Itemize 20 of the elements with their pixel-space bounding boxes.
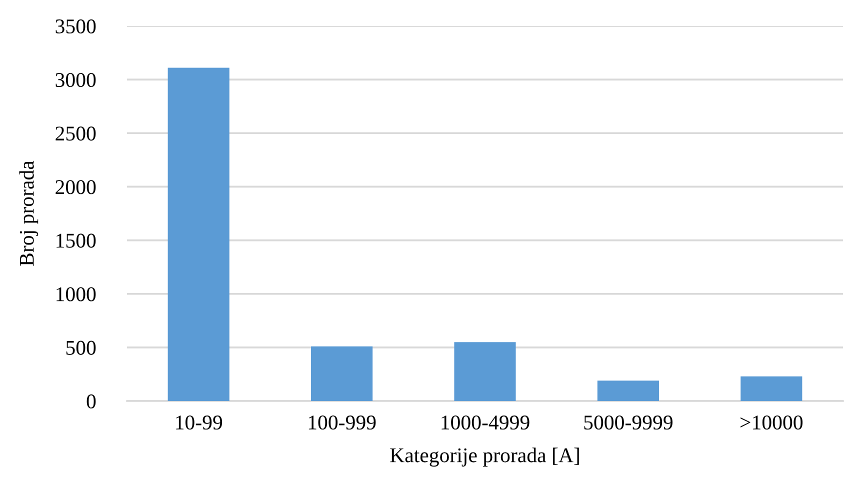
x-tick-label: 100-999 [308,415,376,430]
bar [311,346,373,401]
bar [597,380,659,401]
x-tick-label: 10-99 [176,415,222,430]
y-tick-label: 3000 [56,72,96,88]
y-axis-title: Broj prorada [19,160,38,266]
x-tick-label: 5000-9999 [584,415,672,430]
bar [454,342,516,401]
y-tick-label: 3500 [56,19,96,34]
y-tick-label: 0 [86,394,96,408]
y-tick-label: 2000 [56,180,96,194]
x-tick-label: >10000 [740,415,803,430]
bar [740,376,802,401]
bar [168,68,230,401]
y-tick-label: 2500 [56,126,96,141]
x-axis-title: Kategorije prorada [A] [390,448,579,467]
y-tick-label: 500 [66,340,96,355]
y-tick-label: 1000 [56,287,96,302]
x-tick-label: 1000-4999 [442,415,530,430]
y-tick-label: 1500 [56,234,96,248]
